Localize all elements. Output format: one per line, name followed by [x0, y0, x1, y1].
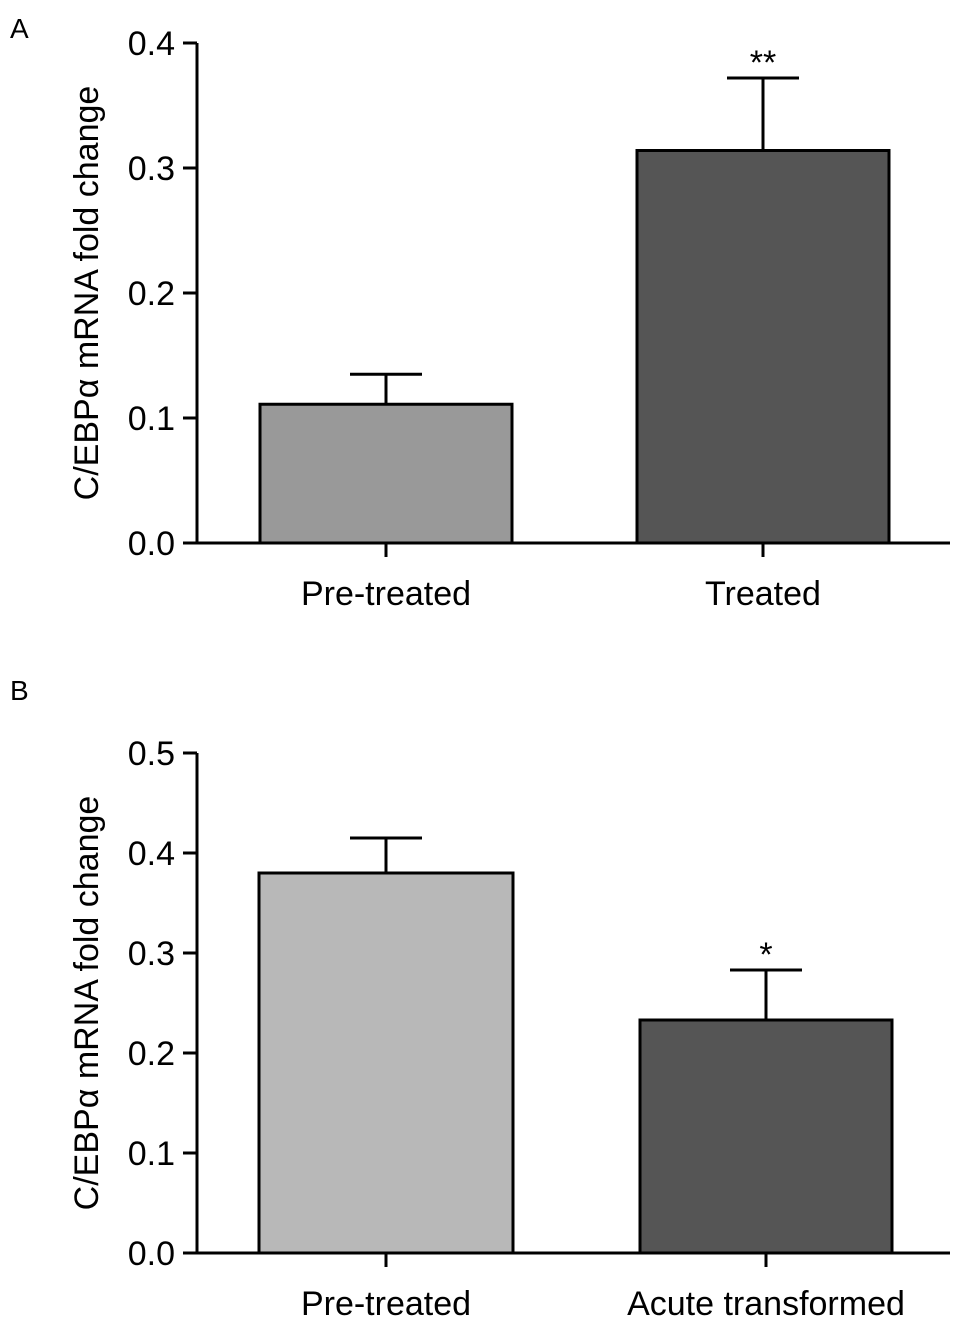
y-axis-label: C/EBPα mRNA fold change: [68, 796, 106, 1211]
panel-label: B: [10, 675, 29, 706]
y-tick-label: 0.3: [128, 935, 175, 973]
significance-marker: **: [750, 44, 776, 82]
y-tick-label: 0.0: [128, 1235, 175, 1273]
y-tick-label: 0.4: [128, 835, 175, 873]
y-tick-label: 0.0: [128, 525, 175, 563]
y-axis-label: C/EBPα mRNA fold change: [68, 86, 106, 501]
x-tick-label: Acute transformed: [627, 1285, 905, 1323]
x-tick-label: Pre-treated: [301, 575, 471, 613]
bar: [635, 149, 891, 545]
y-tick-label: 0.2: [128, 1035, 175, 1073]
significance-marker: *: [759, 936, 772, 974]
panel-label: A: [10, 13, 29, 44]
bar: [638, 1018, 894, 1255]
y-tick-label: 0.2: [128, 275, 175, 313]
bar: [257, 871, 515, 1255]
x-tick-label: Pre-treated: [301, 1285, 471, 1323]
y-tick-label: 0.3: [128, 150, 175, 188]
y-tick-label: 0.5: [128, 735, 175, 773]
y-tick-label: 0.4: [128, 25, 175, 63]
x-tick-label: Treated: [705, 575, 821, 613]
y-tick-label: 0.1: [128, 400, 175, 438]
y-tick-label: 0.1: [128, 1135, 175, 1173]
bar: [258, 402, 514, 545]
